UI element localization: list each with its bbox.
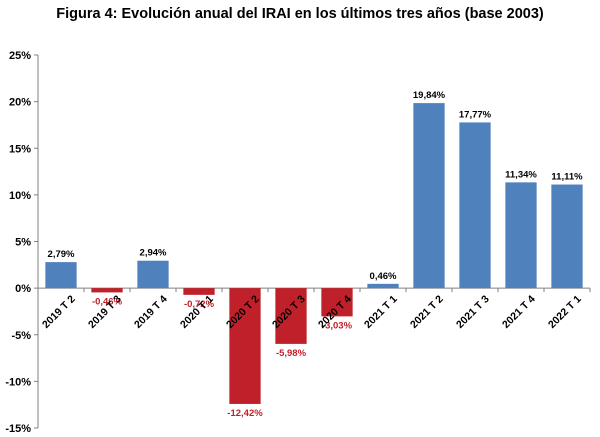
data-label: -12,42%	[227, 408, 263, 419]
category-label: 2019 T 2	[40, 293, 78, 331]
bar	[137, 260, 169, 289]
bar	[229, 288, 261, 404]
category-label: 2019 T 4	[132, 293, 170, 331]
data-label: 2,94%	[140, 248, 167, 259]
y-tick-label: 5%	[15, 237, 31, 249]
y-tick-label: 10%	[9, 190, 31, 202]
bar	[459, 122, 491, 289]
data-labels: 2,79% -0,46% 2,94% -0,72% -12,42% -5,98% -3,03…	[48, 90, 584, 419]
data-label: 19,84%	[413, 90, 446, 101]
data-label: -3,03%	[322, 320, 353, 331]
y-tick-label: 15%	[9, 143, 31, 155]
data-label: -0,72%	[184, 299, 215, 310]
axes: 25% 20% 15% 10% 5% 0% -5% -10% -15%	[5, 50, 591, 435]
data-label: 17,77%	[459, 109, 492, 120]
bar	[275, 288, 307, 344]
data-label: 11,11%	[551, 172, 583, 183]
y-tick-label: -15%	[5, 423, 31, 435]
chart-title: Figura 4: Evolución anual del IRAI en lo…	[56, 6, 544, 22]
category-label: 2022 T 1	[546, 293, 584, 331]
y-tick-label: 20%	[9, 97, 31, 109]
bar	[413, 103, 445, 289]
category-label: 2021 T 2	[408, 293, 446, 331]
category-label: 2021 T 3	[454, 293, 492, 331]
category-label: 2021 T 4	[500, 293, 538, 331]
bar	[321, 288, 353, 317]
data-label: 11,34%	[505, 169, 537, 180]
category-label: 2021 T 1	[362, 293, 400, 331]
data-label: 0,46%	[370, 271, 397, 282]
bar	[367, 283, 399, 289]
bar	[91, 288, 123, 293]
y-tick-label: -10%	[5, 376, 31, 388]
y-tick-label: 25%	[9, 50, 31, 62]
data-label: -0,46%	[92, 296, 123, 307]
bar	[505, 182, 537, 289]
bar	[183, 288, 215, 295]
y-tick-label: 0%	[15, 283, 31, 295]
bar	[551, 184, 583, 289]
data-label: 2,79%	[48, 249, 75, 260]
bars	[45, 103, 583, 404]
y-tick-label: -5%	[11, 330, 31, 342]
data-label: -5,98%	[276, 348, 307, 359]
bar	[45, 262, 77, 289]
